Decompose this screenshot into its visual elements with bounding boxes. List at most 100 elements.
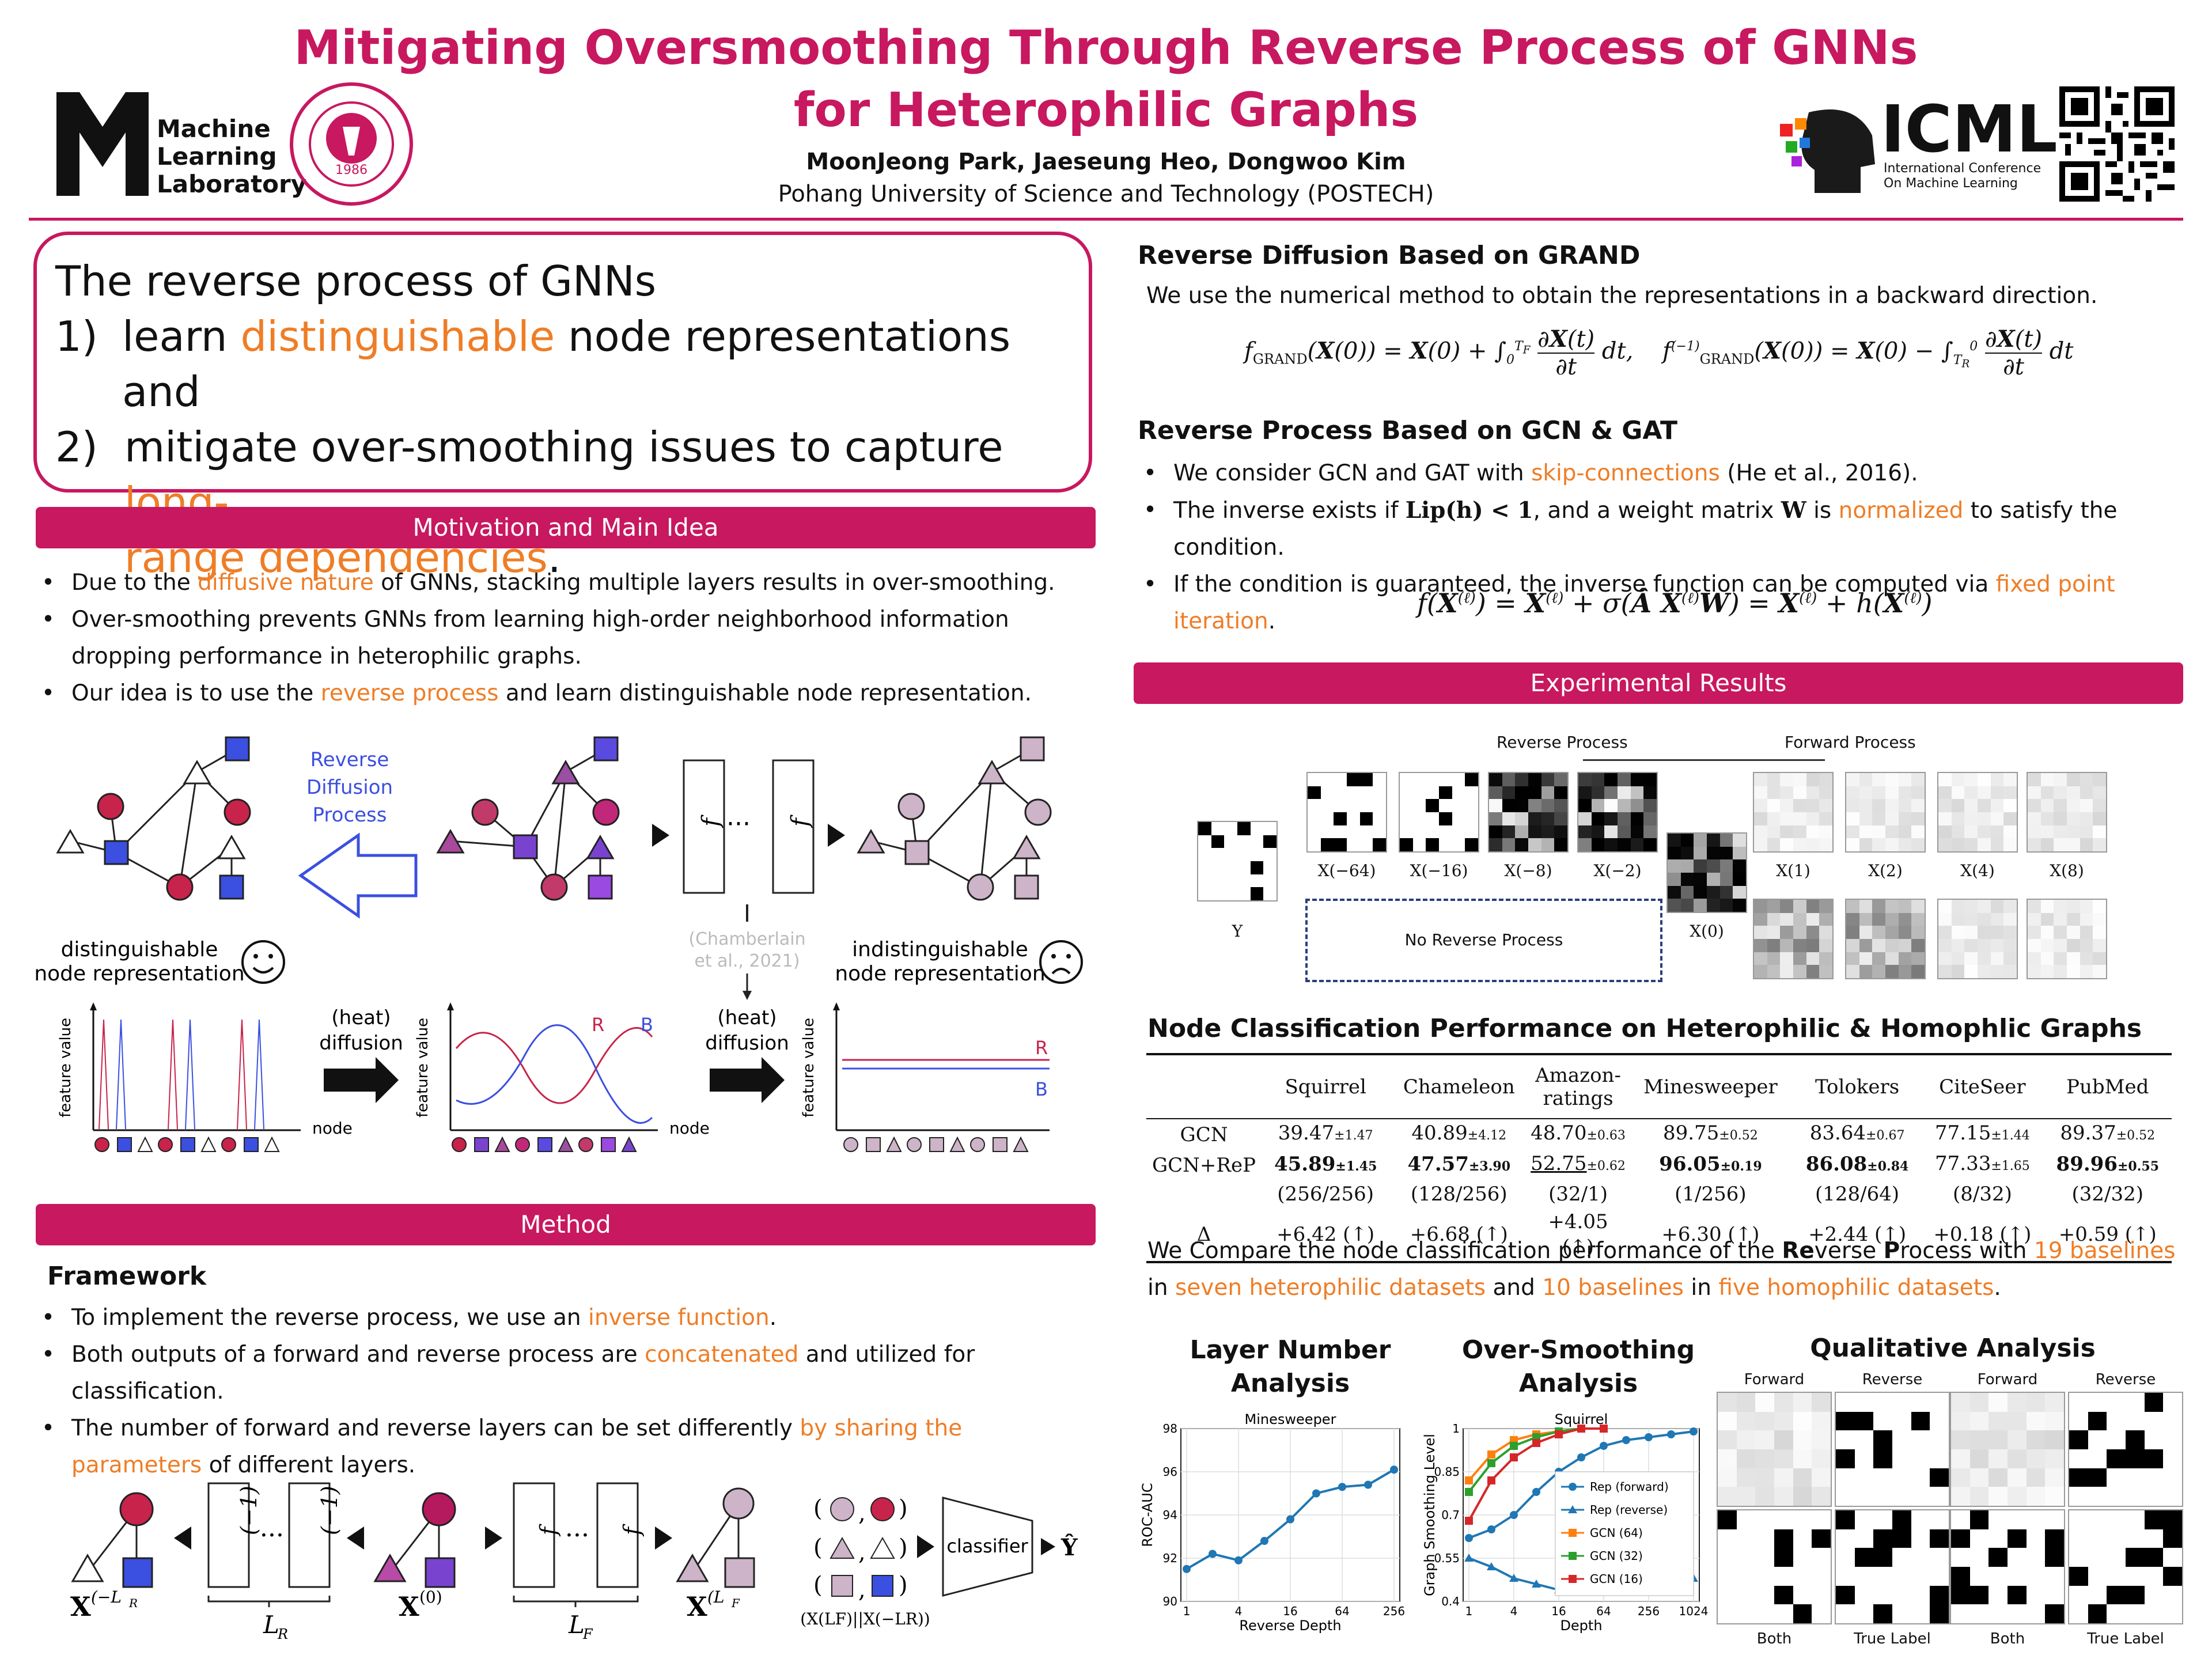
matrix-fw-b-3	[2027, 899, 2107, 979]
legend-marker	[1569, 1552, 1577, 1560]
qr-code[interactable]	[2059, 86, 2175, 202]
heat-label-a1: (heat)	[331, 1006, 391, 1029]
data-point	[1487, 1562, 1496, 1570]
table-cell: 48.70±0.63	[1531, 1122, 1626, 1145]
lab-line3: Laboratory	[157, 170, 307, 198]
legend-entry: GCN (64)	[1590, 1526, 1643, 1540]
lab-line1: Machine	[157, 115, 271, 143]
method-bullet-3: The number of forward and reverse layers…	[36, 1410, 1096, 1484]
qual-bot-0	[1717, 1509, 1832, 1624]
smiley-icon	[241, 940, 285, 984]
finv-label-1: (−1)	[236, 1486, 262, 1535]
x-tick: 256	[1383, 1604, 1405, 1618]
plot2-xlabel: node	[669, 1119, 710, 1138]
data-point	[1510, 1511, 1518, 1519]
dist-label1: distinguishable	[61, 938, 218, 961]
table-cell: 86.08±0.84	[1805, 1152, 1909, 1176]
classifier-shape	[942, 1497, 1033, 1597]
mb3b: reverse process	[320, 680, 499, 706]
matrix-caption-7: X(4)	[1960, 861, 1995, 880]
cite-line1: (Chamberlain	[688, 929, 805, 949]
data-point	[1364, 1480, 1372, 1489]
matrix-rev-1	[1399, 772, 1479, 853]
y-axis-label: ROC-AUC	[1139, 1483, 1156, 1547]
qual-both-1: Both	[1756, 1630, 1792, 1647]
table-cell: +6.30 (↑)	[1661, 1223, 1760, 1246]
gb2e: is	[1806, 498, 1839, 524]
motivation-bullet-3: Our idea is to use the reverse process a…	[36, 675, 1096, 712]
row-name: GCN+ReP	[1152, 1153, 1256, 1177]
framework-title: Framework	[47, 1262, 207, 1291]
data-point	[1667, 1430, 1675, 1438]
svg-text:): )	[899, 1572, 908, 1599]
motivation-diagram: Reverse Diffusion Process f ··· f (Chamb…	[36, 736, 1083, 1000]
meb2a: Both outputs of a forward and reverse pr…	[71, 1342, 645, 1368]
y-tick: 98	[1163, 1422, 1177, 1435]
table-cell: (8/32)	[1952, 1183, 2012, 1206]
legend-entry: GCN (16)	[1590, 1572, 1643, 1586]
key-n1: 1)	[55, 312, 98, 361]
gb2b: Lip(h) < 1	[1405, 497, 1533, 524]
gb1a: We consider GCN and GAT with	[1173, 460, 1532, 486]
key-p1b: distinguishable	[240, 312, 555, 361]
ts-k: in	[1683, 1275, 1719, 1301]
matrix-fw-3	[2027, 772, 2107, 853]
motivation-bullet-1: Due to the diffusive nature of GNNs, sta…	[36, 565, 1096, 601]
over-title: Over-Smoothing Analysis	[1440, 1334, 1717, 1400]
no-reverse-label: No Reverse Process	[1404, 930, 1563, 949]
ts-d: P	[1883, 1238, 1900, 1264]
data-point	[1510, 1453, 1518, 1461]
x-tick: 16	[1283, 1604, 1297, 1618]
plot2-R: R	[592, 1014, 604, 1036]
icml-sub: International Conference On Machine Lear…	[1884, 161, 2041, 191]
data-point	[1312, 1489, 1320, 1498]
icml-name: ICML	[1881, 92, 2058, 167]
x-tick: 4	[1235, 1604, 1243, 1618]
table-row: Δ +6.42 (↑) +6.68 (↑) +4.05 (↑) +6.30 (↑) +2.…	[1146, 1208, 2172, 1261]
table-cell: (128/64)	[1815, 1183, 1900, 1206]
meb2c: and utilized for classification.	[71, 1342, 975, 1404]
data-point	[1464, 1554, 1474, 1562]
meb2b: concatenated	[645, 1342, 799, 1368]
data-point	[1465, 1517, 1473, 1525]
table-row: GCN+ReP 45.89±1.45 47.57±3.90 52.75±0.62 96.…	[1146, 1150, 2172, 1180]
ts-b: Re	[1782, 1238, 1815, 1264]
table-cell: +6.42 (↑)	[1277, 1223, 1375, 1246]
ts-f: 19 baselines	[2033, 1238, 2176, 1264]
ts-i: and	[1486, 1275, 1543, 1301]
grand-title: Reverse Diffusion Based on GRAND	[1138, 241, 1641, 270]
x-reverse-sub: R	[128, 1596, 138, 1610]
data-point	[1577, 1425, 1585, 1433]
table-cell: 39.47±1.47	[1278, 1122, 1373, 1145]
plot3-B: B	[1035, 1078, 1048, 1100]
gb2g: to satisfy the condition.	[1173, 498, 2118, 560]
meb3b: by sharing the parameters	[71, 1415, 963, 1478]
gb2c: , and a weight matrix	[1533, 498, 1781, 524]
matrix-caption-2: X(−8)	[1504, 861, 1552, 880]
gcn-equation: f(X(ℓ)) = X(ℓ) + σ(Â X(ℓ)W) = X(ℓ) + h(X…	[1417, 588, 1933, 619]
matrix-rev-0	[1306, 772, 1387, 853]
x-forward: X	[687, 1591, 707, 1622]
data-point	[1286, 1515, 1294, 1524]
data-point	[1390, 1465, 1398, 1474]
title-line1: Mitigating Oversmoothing Through Reverse…	[294, 21, 1918, 75]
svg-text:(: (	[813, 1535, 823, 1561]
table-summary: We Compare the node classification perfo…	[1147, 1233, 2179, 1306]
fgnn-dots: ···	[726, 809, 751, 839]
matrix-caption-0: X(−64)	[1317, 861, 1376, 880]
data-point	[1338, 1483, 1346, 1491]
matrix-fw-b-1	[1845, 899, 1926, 979]
matrix-rev-3	[1577, 772, 1658, 853]
authors: MoonJeong Park, Jaeseung Heo, Dongwoo Ki…	[806, 149, 1406, 175]
data-point	[1509, 1574, 1518, 1582]
ts-a: We Compare the node classification perfo…	[1147, 1238, 1782, 1264]
matrix-fw-b-2	[1937, 899, 2018, 979]
legend-entry: GCN (32)	[1590, 1549, 1643, 1563]
matrix-caption-y: Y	[1232, 922, 1243, 941]
table-cell: (256/256)	[1277, 1183, 1374, 1206]
mb1a: Due to the	[71, 570, 198, 596]
legend-marker	[1569, 1483, 1577, 1491]
layer-t1: Layer Number	[1190, 1335, 1391, 1365]
table-cell: 40.89±4.12	[1411, 1122, 1507, 1145]
grand-equation: fGRAND(X(0)) = X(0) + ∫0TF ∂X(t) ∂t dt, f…	[1244, 325, 2074, 380]
